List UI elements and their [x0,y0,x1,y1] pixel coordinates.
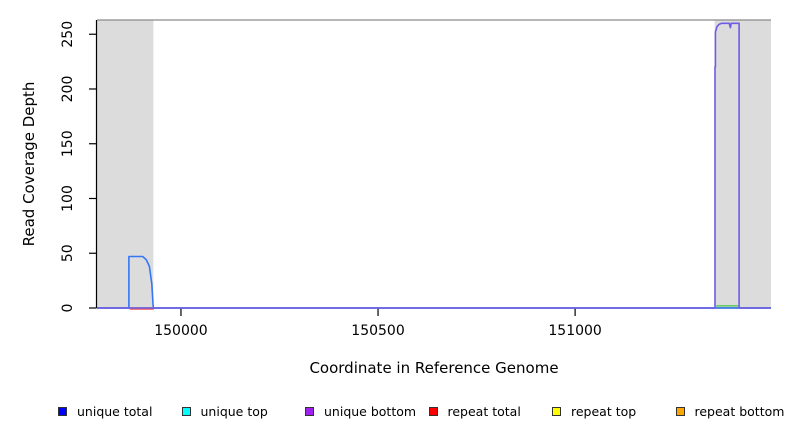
unique-total-swatch-icon [58,406,67,416]
repeat-top-swatch-icon [552,406,561,416]
x-axis-title: Coordinate in Reference Genome [309,359,559,377]
legend-item-unique-bottom: unique bottom [305,402,416,420]
y-tick-label: 150 [60,130,76,157]
legend-label: unique bottom [324,403,417,419]
repeat-bottom-swatch-icon [675,406,685,416]
legend-item-unique-total: unique total [58,402,152,420]
legend-label: repeat top [571,403,637,419]
y-tick-label: 250 [60,21,76,48]
legend-item-unique-top: unique top [181,402,268,420]
x-tick-label: 151000 [548,323,601,339]
legend-item-repeat-bottom: repeat bottom [675,402,785,420]
repeat-region-left [97,20,154,308]
y-axis-title: Read Coverage Depth [20,81,38,247]
legend-item-repeat-total: repeat total [428,402,521,420]
x-tick-label: 150500 [351,323,404,339]
x-tick-label: 150000 [154,323,207,339]
series-unique-bottom-right-peak-baseline-line [97,22,771,309]
legend-label: repeat bottom [694,403,785,419]
repeat-total-swatch-icon [428,406,438,416]
unique-top-swatch-icon [181,406,191,416]
y-tick-label: 200 [60,76,76,103]
legend-label: unique top [200,403,268,419]
y-tick-label: 0 [60,304,76,313]
legend: unique total unique top unique bottom repea… [0,402,792,424]
y-tick-label: 50 [60,244,76,262]
unique-bottom-swatch-icon [305,406,314,416]
legend-label: repeat total [447,403,521,419]
series-unique-total-left-peak-line [97,255,771,309]
legend-label: unique total [77,403,153,419]
repeat-region-right [714,20,771,308]
legend-item-repeat-top: repeat top [552,402,636,420]
y-tick-label: 100 [60,185,76,212]
